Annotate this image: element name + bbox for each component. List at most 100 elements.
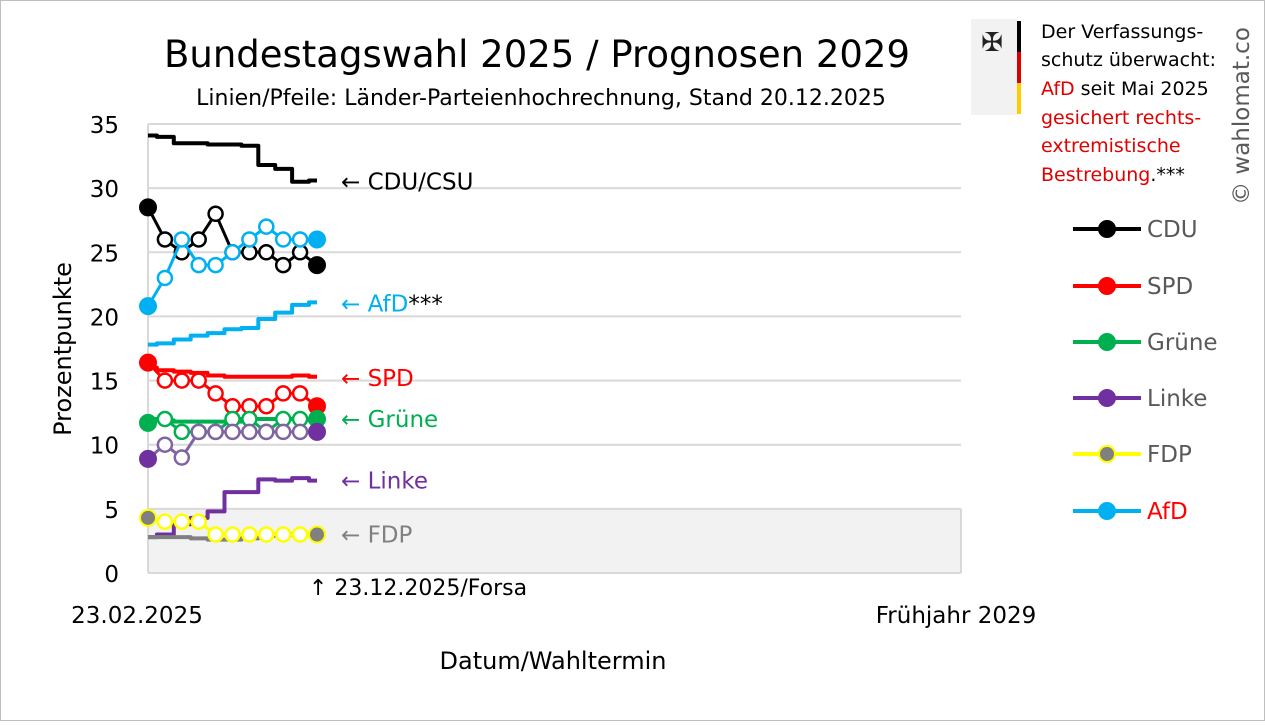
arrow-label-text: ← AfD <box>341 292 408 318</box>
notice-line: Der Verfassungs- <box>1041 21 1203 43</box>
poll-point-grne <box>139 413 157 432</box>
arrow-label-text: ← SPD <box>341 366 414 392</box>
latest-poll-annotation: ↑ 23.12.2025/Forsa <box>309 576 527 601</box>
poll-point-afd <box>308 230 326 249</box>
poll-point-fdp <box>190 513 207 530</box>
trend-line-spd <box>148 365 317 379</box>
poll-point-fdp <box>241 526 258 543</box>
arrow-label: ← AfD*** <box>341 292 443 318</box>
poll-point-afd <box>224 244 241 261</box>
poll-point-grne <box>156 410 174 428</box>
poll-point-linke <box>291 423 309 441</box>
legend-label: SPD <box>1147 274 1193 300</box>
arrow-label: ← SPD <box>341 366 414 392</box>
legend-label: Grüne <box>1147 330 1218 356</box>
plot-area: 0 5 10 15 20 25 30 35 ← CDU/CSU ← AfD*** ← SPD ← Gr… <box>90 113 962 588</box>
copyright: © wahlomat.co <box>1229 27 1255 205</box>
svg-text:✠: ✠ <box>981 28 1003 58</box>
legend-label: AfD <box>1147 499 1188 525</box>
poll-point-fdp <box>291 526 309 543</box>
poll-point-linke <box>173 449 191 466</box>
notice-line: .*** <box>1150 164 1185 186</box>
legend: CDU SPD Grüne Linke FDP AfD <box>1073 217 1218 525</box>
x-tick-label-start: 23.02.2025 <box>71 603 203 629</box>
poll-point-fdp <box>139 508 157 527</box>
poll-point-cdu <box>139 198 157 217</box>
poll-point-cdu <box>190 231 207 248</box>
poll-point-fdp <box>173 513 191 530</box>
poll-point-spd <box>190 372 207 389</box>
y-tick-label: 15 <box>90 370 119 396</box>
y-tick-label: 10 <box>90 434 119 460</box>
arrow-label: ← FDP <box>341 523 413 549</box>
x-axis-label: Datum/Wahltermin <box>440 647 667 675</box>
poll-point-afd <box>156 269 174 287</box>
y-tick-label: 35 <box>90 113 119 139</box>
arrow-label-text: ← CDU/CSU <box>341 170 473 196</box>
poll-point-grne <box>173 423 191 441</box>
y-tick-label: 5 <box>104 498 119 524</box>
trend-line-cducsu <box>148 133 317 184</box>
trend-line-linke <box>148 476 317 540</box>
notice-line: seit Mai 2025 <box>1075 78 1209 100</box>
poll-point-afd <box>139 297 157 316</box>
poll-point-spd <box>173 372 191 389</box>
poll-point-linke <box>207 423 224 441</box>
poll-point-afd <box>190 256 207 274</box>
y-tick-label: 20 <box>90 305 119 331</box>
notice-line: extremistische <box>1041 135 1181 157</box>
legend-marker <box>1098 333 1116 351</box>
legend-label: FDP <box>1147 442 1192 468</box>
poll-point-afd <box>173 231 191 248</box>
poll-point-linke <box>274 423 292 441</box>
y-axis-label: Prozentpunkte <box>49 262 77 436</box>
poll-point-afd <box>241 231 258 248</box>
poll-point-spd <box>274 385 292 402</box>
legend-label: Linke <box>1147 386 1207 412</box>
poll-point-linke <box>139 449 157 468</box>
poll-point-cdu <box>308 256 326 275</box>
poll-point-linke <box>224 423 241 441</box>
poll-point-afd <box>207 256 224 274</box>
legend-marker <box>1098 220 1116 238</box>
y-tick-label: 25 <box>90 241 119 267</box>
legend-marker <box>1098 502 1116 520</box>
y-tick-label: 0 <box>104 562 119 588</box>
trend-line-afd <box>148 300 317 347</box>
poll-point-cdu <box>207 205 224 223</box>
y-tick-label: 30 <box>90 177 119 203</box>
poll-point-spd <box>207 385 224 402</box>
poll-line-afd <box>146 224 317 307</box>
arrow-label-suffix: *** <box>408 292 443 318</box>
svg-text:AfD seit Mai 2025: AfD seit Mai 2025 <box>1041 78 1209 100</box>
legend-marker <box>1098 445 1116 463</box>
poll-point-fdp <box>274 526 292 543</box>
poll-point-fdp <box>156 513 174 530</box>
poll-point-linke <box>258 423 275 441</box>
arrow-label: ← Grüne <box>341 407 438 433</box>
poll-point-linke <box>156 436 174 453</box>
poll-point-afd <box>291 231 309 248</box>
notice-afd: AfD <box>1041 78 1075 100</box>
arrow-label-text: ← Linke <box>341 469 428 495</box>
poll-point-linke <box>308 422 326 441</box>
poll-point-cdu <box>156 231 174 248</box>
svg-text:Bestrebung.***: Bestrebung.*** <box>1041 164 1185 186</box>
legend-label: CDU <box>1147 217 1198 243</box>
poll-point-cdu <box>258 244 275 261</box>
poll-point-afd <box>274 231 292 248</box>
chart-title: Bundestagswahl 2025 / Prognosen 2029 <box>164 33 910 76</box>
poll-point-linke <box>241 423 258 441</box>
poll-point-fdp <box>207 526 224 543</box>
poll-point-spd <box>258 397 275 415</box>
verfassungsschutz-logo: ✠ <box>971 19 1021 115</box>
notice-bestrebung: Bestrebung <box>1041 164 1150 186</box>
poll-point-cdu <box>274 256 292 274</box>
poll-point-spd <box>139 353 157 372</box>
poll-point-fdp <box>308 525 326 544</box>
legend-marker <box>1098 277 1116 295</box>
arrow-label-text: ← Grüne <box>341 407 438 433</box>
chart-subtitle: Linien/Pfeile: Länder-Parteienhochrechnu… <box>196 86 886 111</box>
